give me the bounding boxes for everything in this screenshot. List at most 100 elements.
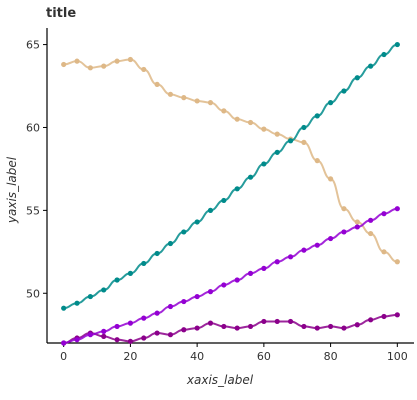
data-point-dark-violet [154,310,160,316]
data-point-burlywood [74,58,80,64]
y-tick-label: 50 [26,287,40,300]
data-point-dark-cyan [341,88,347,94]
data-point-dark-cyan [381,51,387,58]
data-point-burlywood [368,230,374,237]
series-line-dark-cyan [63,43,398,310]
data-point-dark-cyan [101,287,107,293]
data-point-dark-violet [274,259,280,265]
data-point-dark-cyan [141,260,147,267]
data-point-burlywood [61,61,67,68]
data-point-dark-violet [114,323,120,330]
data-point-dark-magenta [234,325,240,331]
data-point-dark-magenta [247,323,254,330]
y-tick-label: 55 [26,204,40,217]
data-point-dark-cyan [194,219,200,225]
data-point-burlywood [101,63,107,69]
data-point-dark-violet [341,229,347,235]
data-point-dark-magenta [261,318,267,325]
data-point-dark-cyan [181,229,187,235]
data-point-dark-magenta [194,325,200,331]
data-point-dark-cyan [261,161,267,167]
data-point-burlywood [167,91,174,97]
data-point-dark-cyan [287,138,294,144]
data-point-dark-magenta [114,337,120,343]
data-point-dark-violet [287,254,294,260]
data-point-dark-magenta [314,325,320,331]
chart-title: title [46,6,76,21]
y-tick-label: 60 [26,121,40,134]
data-point-burlywood [301,139,307,145]
data-point-burlywood [114,58,120,64]
data-point-dark-cyan [154,250,160,257]
data-point-dark-magenta [381,313,387,320]
data-point-burlywood [394,259,400,265]
data-point-dark-violet [61,340,67,346]
data-point-burlywood [261,126,267,132]
data-point-dark-magenta [327,323,334,330]
y-tick-label: 65 [26,39,40,52]
series-line-dark-magenta [63,313,398,344]
data-point-burlywood [274,131,280,137]
data-point-dark-magenta [101,333,107,339]
data-point-dark-cyan [394,41,400,48]
data-point-dark-magenta [167,332,174,338]
data-point-dark-violet [314,242,320,248]
data-point-dark-magenta [368,317,374,323]
data-point-dark-cyan [221,197,227,204]
data-point-dark-violet [247,270,254,276]
data-point-dark-violet [354,224,360,230]
data-point-dark-magenta [274,318,280,325]
x-axis-title: xaxis_label [186,373,254,387]
series-line-dark-violet [63,207,398,344]
data-point-dark-violet [221,282,227,288]
data-point-dark-violet [74,337,80,343]
data-point-dark-magenta [287,318,294,325]
data-point-dark-violet [301,247,307,253]
data-point-burlywood [194,98,200,104]
data-point-dark-magenta [181,327,187,333]
data-point-dark-violet [394,206,400,212]
data-point-dark-violet [101,328,107,334]
data-point-dark-violet [181,298,187,305]
data-point-dark-cyan [354,75,360,81]
data-point-dark-magenta [141,335,147,341]
data-point-dark-magenta [154,330,160,336]
data-point-dark-cyan [167,240,174,247]
data-point-dark-violet [381,211,387,217]
data-point-burlywood [381,249,387,255]
data-point-burlywood [234,116,240,122]
x-tick-label: 40 [190,350,204,363]
data-point-dark-violet [167,303,174,310]
x-tick-label: 100 [387,350,408,363]
data-point-dark-cyan [114,277,120,283]
data-point-dark-magenta [394,312,400,318]
data-point-dark-cyan [74,300,80,306]
data-point-dark-cyan [314,113,320,119]
data-point-dark-cyan [127,270,134,276]
data-point-dark-cyan [87,293,93,300]
data-point-burlywood [247,119,254,126]
data-point-dark-violet [207,289,214,295]
data-point-dark-violet [194,293,200,300]
data-point-burlywood [207,100,214,106]
x-tick-label: 80 [324,350,338,363]
data-point-dark-cyan [61,305,67,311]
data-point-dark-magenta [207,320,214,326]
data-point-burlywood [221,108,227,114]
x-tick-label: 60 [257,350,271,363]
data-point-dark-cyan [247,174,254,180]
data-point-burlywood [354,219,360,225]
data-point-dark-magenta [301,323,307,330]
data-point-dark-magenta [127,338,134,344]
y-axis-title: yaxis_label [5,156,19,224]
data-point-dark-violet [261,265,267,271]
x-tick-label: 0 [60,350,67,363]
data-point-dark-cyan [207,207,214,213]
data-point-dark-cyan [368,63,374,69]
data-point-burlywood [141,66,147,73]
data-point-dark-violet [368,217,374,223]
data-point-burlywood [87,65,93,71]
data-point-dark-magenta [221,323,227,330]
data-point-burlywood [327,176,334,182]
data-point-dark-cyan [301,124,307,131]
